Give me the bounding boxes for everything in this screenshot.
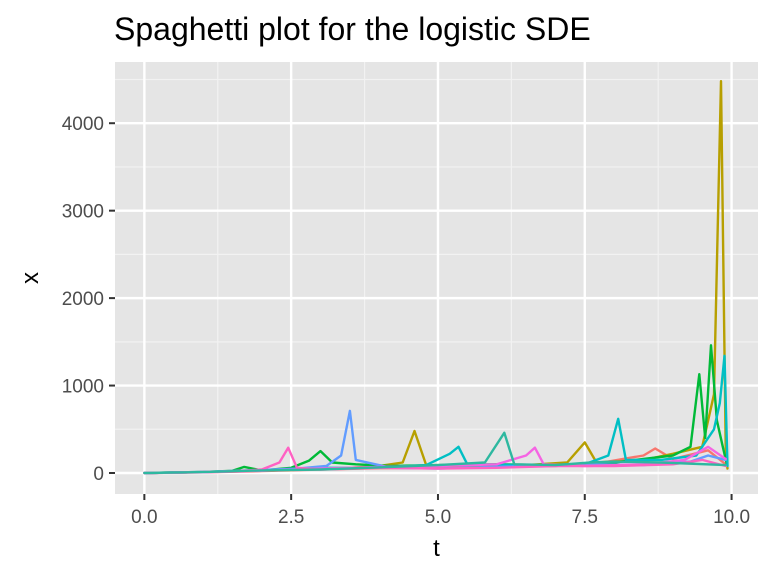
y-tick-label: 3000 [62,202,104,223]
y-tick-label: 2000 [62,289,104,310]
major-gridlines [115,62,758,494]
x-tick-label: 5.0 [425,507,451,528]
y-tick-label: 1000 [62,377,104,398]
x-tick-label: 7.5 [572,507,598,528]
x-tick-label: 2.5 [278,507,304,528]
y-tick-label: 4000 [62,114,104,135]
y-axis: 0 1000 2000 3000 4000 [62,114,115,485]
plot-panel [115,62,758,494]
x-tick-label: 10.0 [713,507,750,528]
chart-title: Spaghetti plot for the logistic SDE [114,11,591,47]
series-lines [143,80,729,475]
y-axis-title: x [17,272,44,284]
x-tick-label: 0.0 [131,507,157,528]
minor-gridlines [115,62,758,494]
series-line-8 [143,431,727,475]
y-tick-label: 0 [93,464,104,485]
x-axis: 0.0 2.5 5.0 7.5 10.0 [131,494,750,528]
x-axis-title: t [433,535,440,562]
